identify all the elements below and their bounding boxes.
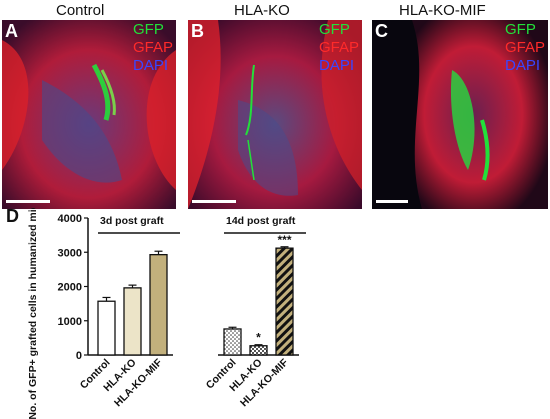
micrograph-panel-b: B GFP GFAP DAPI — [188, 20, 362, 209]
panel-letter-a: A — [5, 21, 18, 41]
significance-mark: *** — [277, 233, 291, 247]
y-tick-label: 1000 — [58, 316, 82, 328]
micrograph-panel-a: A GFP GFAP DAPI — [2, 20, 176, 209]
legend-gfap: GFAP — [504, 39, 545, 56]
significance-mark: * — [256, 331, 261, 345]
bar — [275, 247, 294, 356]
group-label: 14d post graft — [226, 215, 296, 227]
legend-dapi: DAPI — [132, 57, 168, 74]
panel-letter-b: B — [191, 21, 204, 41]
y-tick-label: 4000 — [58, 213, 82, 225]
legend-gfap: GFAP — [318, 39, 359, 56]
panel-title-a: Control — [56, 2, 105, 19]
micrograph-panel-c: C GFP GFAP DAPI — [372, 20, 548, 209]
legend-dapi: DAPI — [504, 57, 540, 74]
panel-letter-d: D — [6, 206, 19, 226]
panel-title-b: HLA-KO — [234, 2, 290, 19]
legend-b: GFP GFAP DAPI — [319, 21, 359, 75]
legend-gfp: GFP — [504, 21, 536, 38]
bar — [223, 328, 242, 356]
bar — [149, 253, 168, 356]
micrograph-image-b — [188, 20, 362, 209]
bar — [123, 287, 142, 356]
bar — [97, 300, 116, 356]
legend-a: GFP GFAP DAPI — [133, 21, 173, 75]
legend-gfp: GFP — [132, 21, 164, 38]
legend-dapi: DAPI — [318, 57, 354, 74]
legend-gfp: GFP — [318, 21, 350, 38]
scale-bar — [6, 200, 50, 203]
bar — [249, 345, 268, 356]
group-label: 3d post graft — [100, 215, 164, 227]
micrograph-image-c — [372, 20, 548, 209]
y-tick-label: 2000 — [58, 282, 82, 294]
y-axis-label: No. of GFP+ grafted cells in humanized m… — [27, 208, 39, 419]
scale-bar — [376, 200, 408, 203]
panel-title-c: HLA-KO-MIF — [399, 2, 486, 19]
scale-bar — [192, 200, 236, 203]
legend-c: GFP GFAP DAPI — [505, 21, 545, 75]
panel-letter-c: C — [375, 21, 388, 41]
micrograph-image-a — [2, 20, 176, 209]
legend-gfap: GFAP — [132, 39, 173, 56]
y-tick-label: 3000 — [58, 247, 82, 259]
y-tick-label: 0 — [76, 350, 82, 362]
bar-chart: 0 1000 2000 3000 4000 No. of GFP+ grafted cel… — [27, 208, 306, 419]
